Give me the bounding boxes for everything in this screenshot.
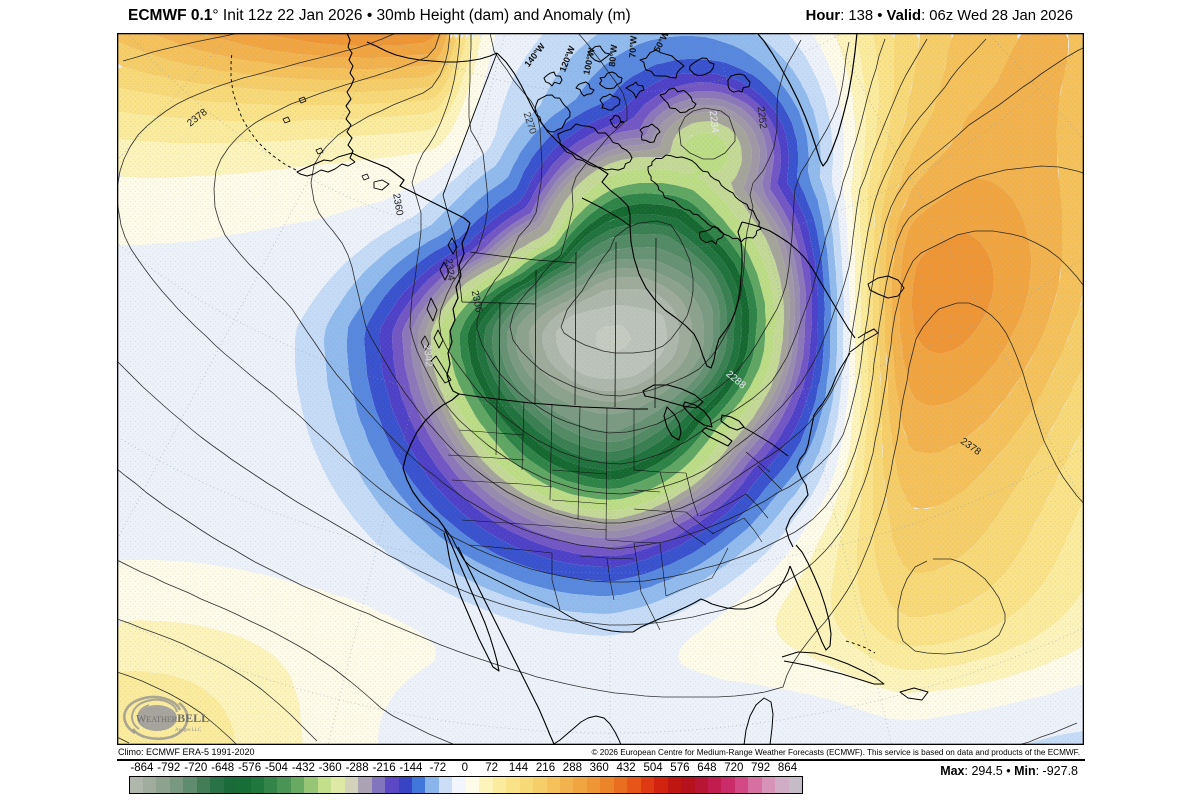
svg-text:2234: 2234: [707, 110, 721, 134]
svg-text:2306: 2306: [469, 289, 484, 313]
svg-text:2342: 2342: [421, 344, 434, 368]
svg-text:2360: 2360: [390, 193, 405, 217]
svg-text:2252: 2252: [755, 106, 769, 130]
svg-text:70°W: 70°W: [627, 35, 639, 58]
svg-text:Apogee LLC: Apogee LLC: [175, 728, 202, 733]
svg-text:2324: 2324: [442, 258, 456, 282]
svg-text:80°W: 80°W: [607, 44, 619, 68]
svg-text:WEATHERBELL: WEATHERBELL: [136, 711, 209, 725]
